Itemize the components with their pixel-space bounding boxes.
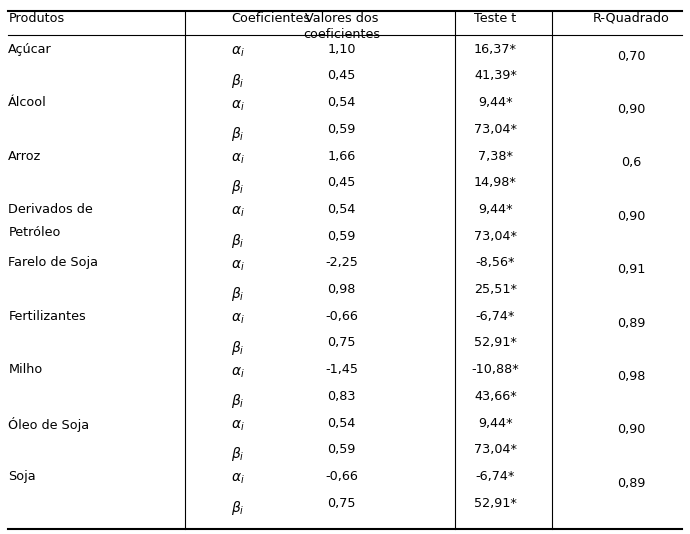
Text: $\beta_{i}$: $\beta_{i}$ bbox=[231, 339, 245, 357]
Text: $\beta_{i}$: $\beta_{i}$ bbox=[231, 445, 245, 464]
Text: $\alpha_{i}$: $\alpha_{i}$ bbox=[231, 98, 245, 113]
Text: 0,6: 0,6 bbox=[621, 156, 642, 169]
Text: 0,90: 0,90 bbox=[617, 423, 646, 436]
Text: 9,44*: 9,44* bbox=[478, 203, 513, 216]
Text: $\beta_{i}$: $\beta_{i}$ bbox=[231, 499, 245, 517]
Text: Açúcar: Açúcar bbox=[8, 43, 52, 56]
Text: 0,54: 0,54 bbox=[327, 417, 356, 429]
Text: $\alpha_{i}$: $\alpha_{i}$ bbox=[231, 258, 245, 273]
Text: 0,59: 0,59 bbox=[327, 443, 356, 456]
Text: Soja: Soja bbox=[8, 470, 36, 483]
Text: Farelo de Soja: Farelo de Soja bbox=[8, 256, 98, 269]
Text: 43,66*: 43,66* bbox=[474, 390, 517, 403]
Text: 52,91*: 52,91* bbox=[474, 497, 517, 509]
Text: 1,66: 1,66 bbox=[328, 150, 355, 162]
Text: 14,98*: 14,98* bbox=[474, 176, 517, 189]
Text: R-Quadrado: R-Quadrado bbox=[593, 12, 670, 25]
Text: Milho: Milho bbox=[8, 363, 43, 376]
Text: 0,90: 0,90 bbox=[617, 103, 646, 116]
Text: 73,04*: 73,04* bbox=[474, 123, 517, 136]
Text: 0,89: 0,89 bbox=[617, 477, 646, 490]
Text: 0,45: 0,45 bbox=[327, 69, 356, 82]
Text: 41,39*: 41,39* bbox=[474, 69, 517, 82]
Text: -6,74*: -6,74* bbox=[475, 310, 515, 323]
Text: Petróleo: Petróleo bbox=[8, 226, 61, 239]
Text: $\alpha_{i}$: $\alpha_{i}$ bbox=[231, 419, 245, 433]
Text: 73,04*: 73,04* bbox=[474, 443, 517, 456]
Text: 7,38*: 7,38* bbox=[478, 150, 513, 162]
Text: $\beta_{i}$: $\beta_{i}$ bbox=[231, 232, 245, 250]
Text: 0,98: 0,98 bbox=[617, 370, 646, 383]
Text: 52,91*: 52,91* bbox=[474, 336, 517, 349]
Text: 0,83: 0,83 bbox=[327, 390, 356, 403]
Text: -0,66: -0,66 bbox=[325, 310, 358, 323]
Text: 16,37*: 16,37* bbox=[474, 43, 517, 56]
Text: Coeficientes: Coeficientes bbox=[231, 12, 310, 25]
Text: 0,89: 0,89 bbox=[617, 317, 646, 329]
Text: 25,51*: 25,51* bbox=[474, 283, 517, 296]
Text: $\beta_{i}$: $\beta_{i}$ bbox=[231, 178, 245, 197]
Text: Arroz: Arroz bbox=[8, 150, 41, 162]
Text: Produtos: Produtos bbox=[8, 12, 65, 25]
Text: Óleo de Soja: Óleo de Soja bbox=[8, 417, 90, 431]
Text: $\alpha_{i}$: $\alpha_{i}$ bbox=[231, 365, 245, 380]
Text: Teste t: Teste t bbox=[474, 12, 517, 25]
Text: 0,75: 0,75 bbox=[327, 336, 356, 349]
Text: 0,70: 0,70 bbox=[617, 50, 646, 62]
Text: Fertilizantes: Fertilizantes bbox=[8, 310, 86, 323]
Text: 73,04*: 73,04* bbox=[474, 230, 517, 242]
Text: $\beta_{i}$: $\beta_{i}$ bbox=[231, 285, 245, 303]
Text: -10,88*: -10,88* bbox=[471, 363, 520, 376]
Text: 0,98: 0,98 bbox=[327, 283, 356, 296]
Text: -0,66: -0,66 bbox=[325, 470, 358, 483]
Text: $\alpha_{i}$: $\alpha_{i}$ bbox=[231, 312, 245, 326]
Text: 0,45: 0,45 bbox=[327, 176, 356, 189]
Text: coeficientes: coeficientes bbox=[303, 28, 380, 41]
Text: $\alpha_{i}$: $\alpha_{i}$ bbox=[231, 45, 245, 59]
Text: $\beta_{i}$: $\beta_{i}$ bbox=[231, 72, 245, 90]
Text: -6,74*: -6,74* bbox=[475, 470, 515, 483]
Text: -1,45: -1,45 bbox=[325, 363, 358, 376]
Text: 9,44*: 9,44* bbox=[478, 96, 513, 109]
Text: -8,56*: -8,56* bbox=[475, 256, 515, 269]
Text: 0,75: 0,75 bbox=[327, 497, 356, 509]
Text: $\beta_{i}$: $\beta_{i}$ bbox=[231, 392, 245, 410]
Text: $\beta_{i}$: $\beta_{i}$ bbox=[231, 125, 245, 143]
Text: 0,59: 0,59 bbox=[327, 230, 356, 242]
Text: $\alpha_{i}$: $\alpha_{i}$ bbox=[231, 205, 245, 219]
Text: -2,25: -2,25 bbox=[325, 256, 358, 269]
Text: $\alpha_{i}$: $\alpha_{i}$ bbox=[231, 472, 245, 486]
Text: 0,54: 0,54 bbox=[327, 203, 356, 216]
Text: 0,91: 0,91 bbox=[617, 263, 646, 276]
Text: 1,10: 1,10 bbox=[327, 43, 356, 56]
Text: 9,44*: 9,44* bbox=[478, 417, 513, 429]
Text: Álcool: Álcool bbox=[8, 96, 47, 109]
Text: 0,59: 0,59 bbox=[327, 123, 356, 136]
Text: Derivados de: Derivados de bbox=[8, 203, 93, 216]
Text: $\alpha_{i}$: $\alpha_{i}$ bbox=[231, 152, 245, 166]
Text: 0,54: 0,54 bbox=[327, 96, 356, 109]
Text: Valores dos: Valores dos bbox=[305, 12, 378, 25]
Text: 0,90: 0,90 bbox=[617, 210, 646, 223]
